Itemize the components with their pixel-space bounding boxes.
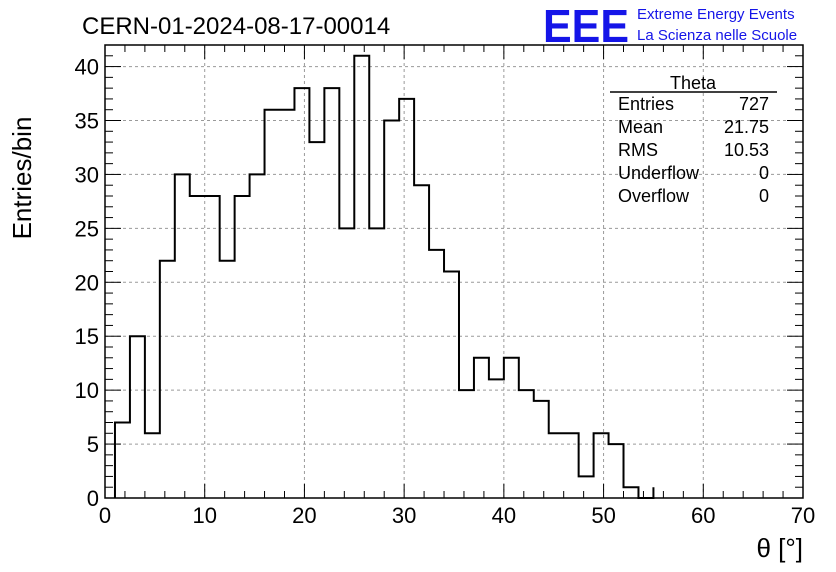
y-tick-label: 0 — [87, 486, 99, 511]
y-axis-label: Entries/bin — [7, 117, 37, 240]
run-id-title: CERN-01-2024-08-17-00014 — [82, 13, 390, 40]
x-tick-label: 0 — [99, 503, 111, 528]
grid-lines — [105, 45, 803, 498]
y-tick-label: 10 — [75, 378, 99, 403]
stats-rows: Entries 727 Mean 21.75 RMS 10.53 Underflow 0 Ove… — [618, 94, 769, 206]
y-tick-label: 5 — [87, 432, 99, 457]
y-tick-labels: 0 5 10 15 20 25 30 35 40 — [75, 55, 99, 511]
stats-label: Entries — [618, 94, 674, 114]
logo-mark: EEE — [543, 0, 629, 52]
stats-label: Underflow — [618, 163, 700, 183]
stats-label: RMS — [618, 140, 658, 160]
x-tick-label: 50 — [591, 503, 615, 528]
x-tick-label: 30 — [392, 503, 416, 528]
logo-line-1: Extreme Energy Events — [637, 6, 795, 23]
y-tick-label: 15 — [75, 324, 99, 349]
stats-box: Theta Entries 727 Mean 21.75 RMS 10.53 Underfl… — [610, 73, 777, 206]
x-tick-label: 20 — [292, 503, 316, 528]
y-tick-label: 40 — [75, 55, 99, 80]
y-tick-label: 25 — [75, 216, 99, 241]
x-axis-label: θ [°] — [756, 533, 803, 563]
x-tick-label: 10 — [192, 503, 216, 528]
stats-label: Mean — [618, 117, 663, 137]
stats-label: Overflow — [618, 186, 690, 206]
eee-logo: EEE Extreme Energy Events La Scienza nel… — [543, 0, 797, 52]
stats-value: 727 — [739, 94, 769, 114]
stats-value: 0 — [759, 186, 769, 206]
stats-value: 21.75 — [724, 117, 769, 137]
logo-line-2: La Scienza nelle Scuole — [637, 27, 797, 44]
y-tick-label: 30 — [75, 162, 99, 187]
x-tick-labels: 0 10 20 30 40 50 60 70 — [99, 503, 815, 528]
y-tick-label: 20 — [75, 270, 99, 295]
stats-title: Theta — [670, 73, 717, 93]
histogram-step-line — [113, 54, 655, 499]
axis-ticks — [104, 44, 804, 499]
stats-value: 10.53 — [724, 140, 769, 160]
y-tick-label: 35 — [75, 109, 99, 134]
x-tick-label: 60 — [691, 503, 715, 528]
x-tick-label: 40 — [492, 503, 516, 528]
x-tick-label: 70 — [791, 503, 815, 528]
stats-value: 0 — [759, 163, 769, 183]
